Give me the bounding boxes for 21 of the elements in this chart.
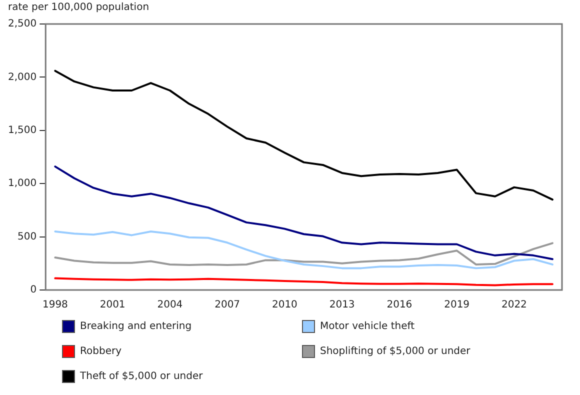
legend-label: Shoplifting of $5,000 or under — [320, 346, 470, 356]
x-tick-label: 2019 — [444, 300, 470, 311]
y-tick-label: 1,000 — [8, 178, 37, 190]
y-tick-label: 1,500 — [8, 124, 37, 136]
y-axis-title: rate per 100,000 population — [8, 2, 150, 13]
x-tick-label: 2001 — [100, 300, 126, 311]
y-tick-label: 2,500 — [8, 18, 37, 30]
x-tick-label: 1998 — [42, 300, 68, 311]
legend-label: Theft of $5,000 or under — [80, 370, 203, 382]
y-tick-label: 500 — [18, 231, 37, 242]
x-tick-label: 2007 — [214, 300, 240, 311]
legend-label: Robbery — [80, 346, 122, 356]
x-tick-label: 2016 — [386, 300, 412, 311]
y-tick-label: 2,000 — [8, 72, 37, 83]
x-tick-label: 2004 — [157, 300, 183, 311]
x-tick-label: 2013 — [329, 300, 355, 311]
x-tick-label: 2010 — [272, 300, 298, 311]
legend-label: Breaking and entering — [80, 320, 192, 332]
legend-label: Motor vehicle theft — [320, 320, 415, 332]
y-tick-label: 0 — [30, 284, 37, 296]
x-tick-label: 2022 — [501, 300, 527, 311]
